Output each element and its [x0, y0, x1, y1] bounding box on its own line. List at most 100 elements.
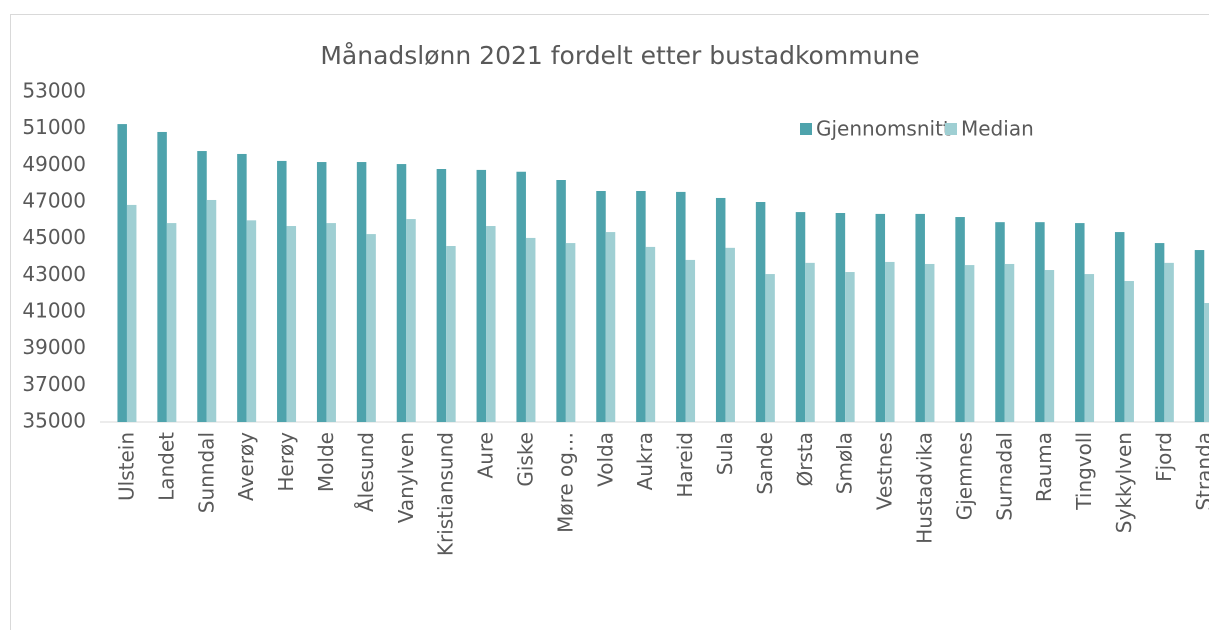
x-tick-label: Vestnes [873, 432, 897, 510]
bar [845, 272, 855, 422]
legend-swatch [945, 123, 957, 135]
bar [117, 124, 127, 422]
bar [516, 171, 526, 422]
bar [356, 162, 367, 423]
bar [166, 223, 177, 422]
bar [964, 265, 975, 422]
bar [446, 246, 456, 422]
bar [396, 164, 407, 423]
legend-label: Median [961, 117, 1034, 141]
x-tick-label: Stranda [1192, 432, 1209, 511]
x-tick-label: Aukra [633, 432, 657, 490]
bar [795, 212, 806, 422]
bar [1084, 274, 1095, 422]
bar [556, 180, 566, 422]
bar [1075, 223, 1085, 422]
bar [316, 162, 327, 423]
y-tick-label: 41000 [22, 299, 86, 323]
y-tick-label: 39000 [22, 335, 86, 359]
bar [525, 237, 536, 422]
x-tick-label: Rauma [1032, 432, 1056, 502]
y-tick-label: 51000 [22, 115, 86, 139]
bar [1204, 303, 1209, 422]
x-tick-label: Kristiansund [434, 432, 458, 556]
bar [286, 226, 297, 422]
x-tick-label: Ørsta [793, 432, 817, 486]
x-tick-label: Sande [753, 432, 777, 495]
y-tick-label: 45000 [22, 225, 86, 249]
x-tick-label: Møre og… [553, 432, 577, 533]
y-tick-label: 53000 [22, 79, 86, 103]
bar [1154, 243, 1165, 422]
bar [197, 151, 207, 423]
bar [1044, 270, 1055, 422]
x-tick-label: Aure [474, 432, 498, 478]
bar [277, 160, 287, 422]
bar [685, 259, 696, 422]
legend-label: Gjennomsnitt [816, 117, 951, 141]
bar [636, 191, 646, 422]
y-tick-label: 49000 [22, 152, 86, 176]
bar [565, 243, 576, 422]
bar [366, 234, 376, 422]
x-tick-label: Vanylven [394, 432, 418, 523]
bar [126, 204, 137, 422]
bar [596, 191, 606, 422]
bar [436, 169, 447, 422]
y-tick-label: 35000 [22, 409, 86, 433]
x-tick-label: Molde [314, 432, 338, 492]
x-tick-label: Surnadal [992, 432, 1016, 521]
bar [755, 202, 766, 422]
x-tick-label: Giske [513, 432, 537, 487]
bar [645, 246, 656, 422]
x-tick-label: Sula [713, 432, 737, 475]
bar [805, 262, 815, 422]
chart-title: Månadslønn 2021 fordelt etter bustadkomm… [320, 41, 919, 70]
bar [486, 226, 496, 422]
x-tick-label: Ålesund [354, 432, 378, 512]
bar [1194, 250, 1205, 422]
bar [995, 222, 1005, 422]
bar [326, 223, 336, 422]
bar [157, 131, 167, 422]
bar [605, 232, 616, 422]
x-tick-label: Tingvoll [1072, 432, 1096, 511]
x-tick-label: Gjemnes [952, 432, 976, 520]
bar [1164, 262, 1174, 422]
bar [715, 197, 726, 422]
bar [246, 220, 257, 422]
bar [1124, 281, 1134, 422]
x-tick-label: Ulstein [114, 432, 138, 501]
bar [915, 213, 925, 422]
x-tick-label: Smøla [833, 432, 857, 494]
bar [765, 274, 775, 422]
bar [835, 213, 846, 422]
x-tick-label: Fjord [1152, 432, 1176, 482]
y-tick-label: 47000 [22, 189, 86, 213]
x-tick-label: Hustadvika [912, 432, 936, 544]
bar [206, 199, 217, 422]
x-tick-label: Sykkylven [1112, 432, 1136, 533]
bar [1035, 222, 1045, 422]
x-tick-label: Averøy [234, 432, 258, 501]
x-tick-label: Landet [154, 432, 178, 501]
bar [476, 169, 487, 422]
y-tick-label: 43000 [22, 262, 86, 286]
bar [1004, 263, 1015, 422]
bar [237, 153, 247, 422]
legend-swatch [800, 123, 812, 135]
bar [725, 247, 735, 422]
bar [875, 213, 886, 422]
bar [955, 217, 965, 422]
bar [924, 263, 935, 422]
bar [406, 219, 416, 422]
bar [676, 191, 686, 422]
x-tick-label: Volda [593, 432, 617, 487]
x-tick-label: Hareid [673, 432, 697, 498]
bar [1114, 232, 1125, 422]
bar [885, 261, 895, 422]
x-tick-label: Herøy [274, 432, 298, 492]
x-tick-label: Sunndal [194, 432, 218, 513]
y-tick-label: 37000 [22, 372, 86, 396]
